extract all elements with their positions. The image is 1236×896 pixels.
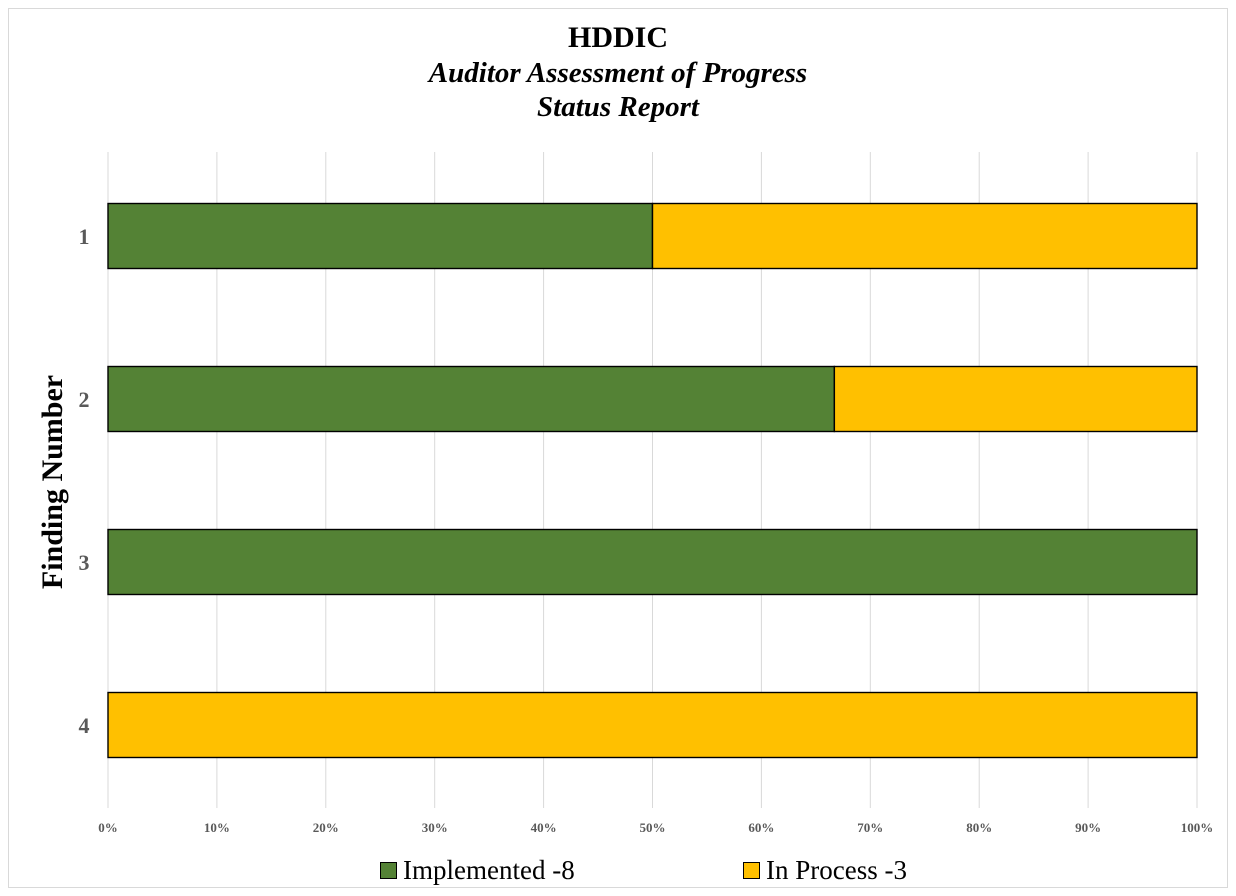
legend-item-in-process: In Process -3 bbox=[743, 853, 907, 887]
bar-implemented-finding-1 bbox=[107, 202, 654, 270]
x-tick-label: 10% bbox=[204, 820, 230, 835]
y-tick-label: 4 bbox=[79, 713, 90, 738]
x-tick-label: 100% bbox=[1181, 820, 1214, 835]
legend-label-in-process: In Process -3 bbox=[766, 855, 907, 885]
x-tick-label: 50% bbox=[640, 820, 666, 835]
bar-in-process-finding-1 bbox=[651, 202, 1198, 270]
bars bbox=[107, 202, 1198, 759]
chart-title: HDDIC bbox=[567, 21, 668, 54]
x-tick-label: 70% bbox=[857, 820, 883, 835]
y-axis-ticks: 1 2 3 4 bbox=[79, 224, 90, 738]
chart-titles: HDDIC Auditor Assessment of Progress Sta… bbox=[0, 20, 1236, 124]
y-tick-label: 3 bbox=[79, 550, 90, 575]
y-tick-label: 2 bbox=[79, 387, 90, 412]
x-axis-ticks: 0% 10% 20% 30% 40% 50% 60% 70% 80% 90% 100% bbox=[98, 820, 1213, 835]
bar-in-process-finding-2 bbox=[833, 365, 1198, 433]
y-tick-label: 1 bbox=[79, 224, 90, 249]
x-tick-label: 60% bbox=[748, 820, 774, 835]
x-tick-label: 80% bbox=[966, 820, 992, 835]
bar-in-process-finding-4 bbox=[107, 691, 1198, 759]
legend: Implemented -8 In Process -3 bbox=[0, 853, 1236, 889]
x-tick-label: 0% bbox=[98, 820, 118, 835]
legend-label-implemented: Implemented -8 bbox=[403, 855, 575, 885]
chart-subtitle-line-2: Status Report bbox=[537, 91, 699, 123]
x-tick-label: 20% bbox=[313, 820, 339, 835]
legend-swatch-implemented bbox=[380, 861, 397, 879]
x-tick-label: 30% bbox=[422, 820, 448, 835]
x-tick-label: 40% bbox=[531, 820, 557, 835]
bar-implemented-finding-2 bbox=[107, 365, 836, 433]
x-tick-label: 90% bbox=[1075, 820, 1101, 835]
y-axis-label: Finding Number bbox=[36, 375, 69, 589]
chart-subtitle-line-1: Auditor Assessment of Progress bbox=[428, 57, 808, 89]
legend-item-implemented: Implemented -8 bbox=[380, 853, 575, 887]
legend-swatch-in-process bbox=[743, 861, 760, 879]
bar-implemented-finding-3 bbox=[107, 528, 1198, 596]
